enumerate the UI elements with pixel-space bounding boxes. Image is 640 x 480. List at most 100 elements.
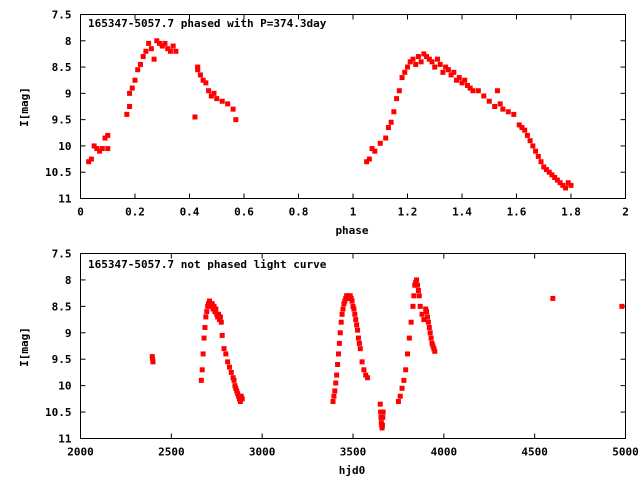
light-curve-plot-point: [353, 317, 359, 323]
light-curve-plot-point: [226, 364, 232, 370]
light-curve-plot-point: [411, 293, 417, 299]
light-curve-plot-point: [378, 409, 384, 415]
phased-plot-point: [230, 106, 236, 112]
phased-plot-point: [366, 156, 372, 162]
phased-plot-point: [500, 106, 506, 112]
phased-plot-point: [429, 59, 435, 65]
phased-plot-point: [505, 109, 511, 115]
phased-plot-xtick-label: 2: [622, 206, 629, 219]
phased-plot-point: [563, 185, 569, 191]
phased-plot-point: [388, 119, 394, 125]
phased-plot-ylabel: I[mag]: [18, 87, 31, 127]
phased-plot-point: [377, 140, 383, 146]
phased-plot-point: [511, 111, 517, 117]
phased-plot-point: [219, 98, 225, 104]
light-curve-plot-point: [424, 309, 430, 315]
phased-plot-point: [462, 77, 468, 83]
light-curve-plot-point: [356, 340, 362, 346]
phased-plot-point: [383, 135, 389, 141]
light-curve-plot-point: [236, 396, 242, 402]
light-curve-plot-point: [365, 375, 371, 381]
light-curve-plot-xtick-label: 2000: [67, 446, 94, 459]
light-curve-plot-point: [330, 399, 336, 404]
phased-plot-point: [91, 143, 97, 149]
light-curve-plot-point: [359, 359, 365, 365]
phased-plot-point: [233, 117, 239, 123]
phased-plot-point: [467, 85, 473, 91]
light-curve-plot-point: [426, 325, 432, 330]
light-curve-plot-xtick-label: 2500: [158, 446, 185, 459]
phased-plot-point: [127, 104, 133, 109]
phased-plot-xlabel: phase: [335, 224, 368, 237]
light-curve-plot-point: [421, 317, 427, 323]
light-curve-plot-point: [379, 425, 385, 431]
phased-plot-ytick-label: 11: [58, 193, 72, 206]
light-curve-plot-point: [225, 359, 231, 365]
light-curve-plot-ytick-label: 10.5: [45, 406, 72, 419]
light-curve-plot-point: [223, 351, 229, 357]
phased-plot-point: [402, 69, 408, 75]
phased-plot-point: [195, 64, 201, 70]
light-curve-plot-point: [351, 306, 357, 312]
light-curve-plot-point: [395, 399, 401, 404]
light-curve-plot-point: [403, 367, 409, 373]
light-curve-plot-point: [149, 354, 155, 360]
phased-plot-point: [86, 159, 92, 165]
phased-plot-point: [162, 40, 168, 46]
phased-plot-point: [146, 40, 152, 46]
phased-plot-point: [88, 156, 94, 162]
light-curve-plot-frame: [80, 253, 626, 439]
light-curve-plot-point: [150, 356, 156, 362]
light-curve-plot-point: [354, 322, 360, 328]
phased-plot-point: [568, 182, 574, 188]
phased-plot-point: [94, 146, 100, 152]
light-curve-plot-point: [206, 298, 212, 304]
phased-plot-point: [405, 64, 410, 70]
phased-plot-point: [159, 43, 165, 49]
phased-plot-point: [165, 46, 171, 52]
light-curve-plot-point: [335, 351, 341, 357]
light-curve-plot-point: [228, 369, 234, 375]
light-curve-plot-point: [619, 303, 625, 309]
light-curve-plot-point: [198, 377, 204, 383]
light-curve-plot-point: [232, 383, 238, 389]
phased-plot-point: [481, 93, 487, 99]
phased-plot-point: [413, 61, 419, 67]
phased-plot-point: [385, 125, 391, 131]
phased-plot-ytick-label: 9.5: [52, 114, 72, 127]
light-curve-plot-point: [336, 340, 342, 346]
light-curve-plot-point: [342, 298, 348, 304]
light-curve-plot-point: [429, 340, 435, 346]
light-curve-plot-point: [414, 282, 420, 288]
light-curve-plot-ytick-label: 11: [58, 433, 72, 446]
light-curve-plot-point: [431, 346, 437, 352]
light-curve-plot-point: [430, 343, 436, 349]
light-curve-plot-title: 165347-5057.7 not phased light curve: [88, 258, 327, 271]
light-curve-plot-point: [221, 346, 227, 352]
light-curve-plot-point: [414, 277, 420, 283]
phased-plot-point: [200, 77, 206, 83]
light-curve-plot-point: [231, 377, 237, 383]
light-curve-plot-point: [412, 282, 418, 288]
light-curve-plot-point: [215, 314, 221, 320]
light-curve-plot-point: [423, 306, 429, 312]
light-curve-plot-point: [218, 319, 224, 325]
light-curve-plot-point: [334, 372, 340, 378]
light-curve-plot-point: [335, 362, 341, 367]
light-curve-plot-point: [235, 391, 241, 397]
phased-plot-point: [557, 180, 563, 186]
light-curve-plot-point: [408, 319, 414, 325]
light-curve-plot-point: [216, 317, 222, 323]
light-curve-plot-point: [339, 311, 345, 317]
phased-plot-point: [535, 153, 541, 159]
phased-plot-xtick-label: 1.2: [398, 206, 418, 219]
phased-plot-point: [448, 72, 454, 78]
phased-plot-point: [132, 77, 138, 83]
light-curve-plot-point: [210, 306, 216, 312]
light-curve-plot-point: [332, 388, 338, 394]
phased-plot-ytick-label: 10.5: [45, 166, 72, 179]
light-curve-plot-ytick-label: 10: [58, 380, 71, 393]
phased-plot-point: [127, 90, 133, 96]
phased-plot-point: [524, 132, 530, 138]
light-curve-plot-ytick-label: 8: [65, 274, 72, 287]
